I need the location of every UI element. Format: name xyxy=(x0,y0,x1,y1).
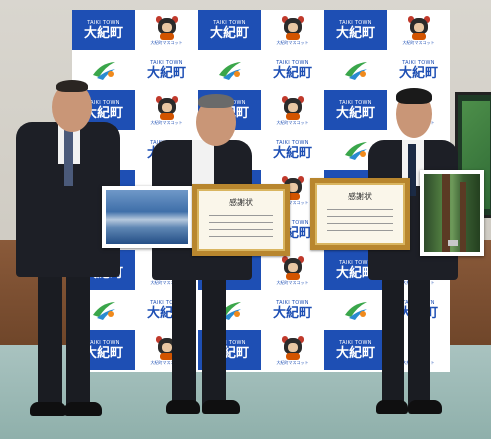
certificate-frame-right: 感謝状 xyxy=(310,178,410,250)
brand-sub-text: TAIKI TOWN xyxy=(276,139,309,146)
brand-main-text: 大紀町 xyxy=(83,25,123,41)
certificate-title: 感謝状 xyxy=(348,192,372,201)
taiki-mascot-icon: 大紀町マスコット xyxy=(261,10,324,50)
brand-sub-text: TAIKI TOWN xyxy=(87,99,120,106)
brand-main-text: 大紀町 xyxy=(83,105,123,121)
taiki-town-logo-icon xyxy=(324,50,387,90)
brand-sub-text: TAIKI TOWN xyxy=(402,59,435,66)
brand-sub-text: TAIKI TOWN xyxy=(276,219,309,226)
taiki-mascot-icon: 大紀町マスコット xyxy=(387,10,450,50)
brand-main-text: 大紀町 xyxy=(335,25,375,41)
taiki-mascot-icon: 大紀町マスコット xyxy=(261,90,324,130)
brand-sub-text: TAIKI TOWN xyxy=(87,19,120,26)
taiki-mascot-icon: 大紀町マスコット xyxy=(135,90,198,130)
mascot-caption: 大紀町マスコット xyxy=(150,279,183,285)
forest-photo xyxy=(420,170,484,256)
brand-sub-text: TAIKI TOWN xyxy=(276,59,309,66)
brand-main-text: 大紀町 xyxy=(83,345,123,361)
mascot-caption: 大紀町マスコット xyxy=(402,39,435,45)
brand-main-text: 大紀町 xyxy=(398,65,438,81)
brand-main-text: 大紀町 xyxy=(272,65,312,81)
brand-sub-text: TAIKI TOWN xyxy=(339,19,372,26)
mascot-caption: 大紀町マスコット xyxy=(276,279,309,285)
brand-sub-text: TAIKI TOWN xyxy=(339,259,372,266)
taiki-mascot-icon: 大紀町マスコット xyxy=(261,330,324,370)
mascot-caption: 大紀町マスコット xyxy=(276,199,309,205)
brand-main-text: 大紀町 xyxy=(335,265,375,281)
taiki-mascot-icon: 大紀町マスコット xyxy=(135,10,198,50)
certificate-title: 感謝状 xyxy=(229,198,253,207)
brand-main-text: 大紀町 xyxy=(335,345,375,361)
brand-main-text: 大紀町 xyxy=(146,65,186,81)
brand-main-text: 大紀町 xyxy=(272,305,312,321)
taiki-town-logo-icon xyxy=(198,50,261,90)
mascot-caption: 大紀町マスコット xyxy=(150,119,183,125)
brand-main-text: 大紀町 xyxy=(335,105,375,121)
brand-sub-text: TAIKI TOWN xyxy=(339,99,372,106)
brand-sub-text: TAIKI TOWN xyxy=(339,339,372,346)
mascot-caption: 大紀町マスコット xyxy=(276,119,309,125)
mascot-caption: 大紀町マスコット xyxy=(150,39,183,45)
taiki-town-logo-icon xyxy=(324,290,387,330)
brand-main-text: 大紀町 xyxy=(209,25,249,41)
certificate-frame-left: 感謝状 xyxy=(192,184,290,256)
brand-sub-text: TAIKI TOWN xyxy=(150,59,183,66)
sea-landscape-photo xyxy=(102,186,192,248)
mascot-caption: 大紀町マスコット xyxy=(276,39,309,45)
brand-sub-text: TAIKI TOWN xyxy=(150,299,183,306)
brand-sub-text: TAIKI TOWN xyxy=(276,299,309,306)
brand-sub-text: TAIKI TOWN xyxy=(87,339,120,346)
mascot-caption: 大紀町マスコット xyxy=(150,359,183,365)
mascot-caption: 大紀町マスコット xyxy=(276,359,309,365)
brand-sub-text: TAIKI TOWN xyxy=(213,19,246,26)
taiki-mascot-icon: 大紀町マスコット xyxy=(261,250,324,290)
brand-sub-text: TAIKI TOWN xyxy=(213,339,246,346)
brand-main-text: 大紀町 xyxy=(272,145,312,161)
